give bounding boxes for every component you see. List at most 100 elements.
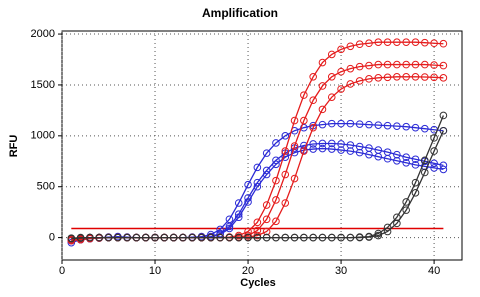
data-point <box>281 199 290 207</box>
data-point <box>355 233 364 242</box>
data-point <box>337 45 345 54</box>
data-point <box>327 139 336 148</box>
data-point <box>300 116 308 125</box>
y-tick-label: 2000 <box>31 28 55 40</box>
data-point <box>272 196 280 204</box>
data-point <box>393 219 401 228</box>
data-point <box>234 233 243 242</box>
data-point <box>402 60 410 69</box>
data-point <box>337 233 345 242</box>
data-point <box>439 39 448 48</box>
data-point <box>318 58 327 67</box>
data-point <box>272 217 280 226</box>
data-point <box>411 73 420 81</box>
data-point <box>430 39 438 48</box>
data-point <box>244 198 252 206</box>
data-point <box>207 233 215 242</box>
data-point <box>365 39 373 48</box>
data-point <box>411 161 420 169</box>
y-tick-label: 500 <box>37 181 55 193</box>
data-point <box>402 73 410 81</box>
data-point <box>327 93 336 101</box>
data-point <box>309 145 317 153</box>
data-point <box>132 233 141 242</box>
data-point <box>309 140 317 148</box>
data-point <box>318 144 327 153</box>
data-point <box>365 233 373 241</box>
y-tick-label: 0 <box>49 232 55 244</box>
data-point <box>365 75 373 83</box>
data-point <box>420 156 429 165</box>
data-point <box>262 170 271 179</box>
x-tick-label: 10 <box>149 265 161 277</box>
data-point <box>374 231 383 240</box>
data-point <box>411 123 420 132</box>
plot-area <box>61 30 463 261</box>
data-point <box>411 60 420 69</box>
data-point <box>402 159 410 167</box>
data-point <box>383 73 392 82</box>
data-point <box>402 153 410 162</box>
data-point <box>272 160 280 169</box>
data-point <box>411 178 420 187</box>
data-point <box>318 139 327 148</box>
data-point <box>281 147 290 155</box>
data-point <box>234 213 243 222</box>
data-point <box>76 233 85 242</box>
data-point <box>337 85 345 93</box>
data-point <box>281 132 290 140</box>
data-point <box>244 233 252 242</box>
data-point <box>439 74 448 82</box>
data-point <box>365 61 373 70</box>
data-point <box>141 233 150 242</box>
data-point <box>393 156 401 165</box>
data-point <box>262 201 271 209</box>
data-point <box>272 176 280 185</box>
data-point <box>346 80 355 88</box>
x-tick-label: 30 <box>335 265 347 277</box>
data-point <box>374 152 383 161</box>
data-point <box>337 119 345 128</box>
data-point <box>402 122 410 131</box>
data-point <box>411 38 420 46</box>
data-point <box>420 168 429 177</box>
data-point <box>393 60 401 69</box>
data-point <box>355 120 364 128</box>
data-point <box>95 233 104 242</box>
data-point <box>355 148 364 157</box>
data-point <box>225 224 234 233</box>
data-point <box>309 96 317 105</box>
data-point <box>234 199 243 207</box>
data-point <box>383 227 392 236</box>
data-point <box>374 121 383 129</box>
data-point <box>346 42 355 51</box>
data-point <box>430 147 438 155</box>
data-point <box>272 233 280 242</box>
data-point <box>327 73 336 81</box>
data-point <box>262 149 271 157</box>
x-axis-label: Cycles <box>240 277 275 289</box>
data-point <box>383 121 392 130</box>
data-point <box>346 64 355 73</box>
data-point <box>281 233 290 242</box>
data-point <box>327 119 336 128</box>
data-point <box>179 233 187 242</box>
data-point <box>430 134 438 142</box>
data-point <box>318 233 327 242</box>
data-point <box>411 189 420 197</box>
data-point <box>402 198 410 206</box>
data-point <box>346 119 355 128</box>
data-point <box>337 146 345 154</box>
data-point <box>327 145 336 153</box>
chart-title: Amplification <box>202 6 278 20</box>
data-point <box>420 124 429 133</box>
data-point <box>244 180 252 189</box>
data-point <box>300 91 308 99</box>
data-point <box>253 163 262 172</box>
data-point <box>420 38 429 47</box>
x-tick-label: 20 <box>242 265 254 277</box>
data-point <box>439 161 448 170</box>
data-point <box>262 233 271 242</box>
data-point <box>355 62 364 71</box>
